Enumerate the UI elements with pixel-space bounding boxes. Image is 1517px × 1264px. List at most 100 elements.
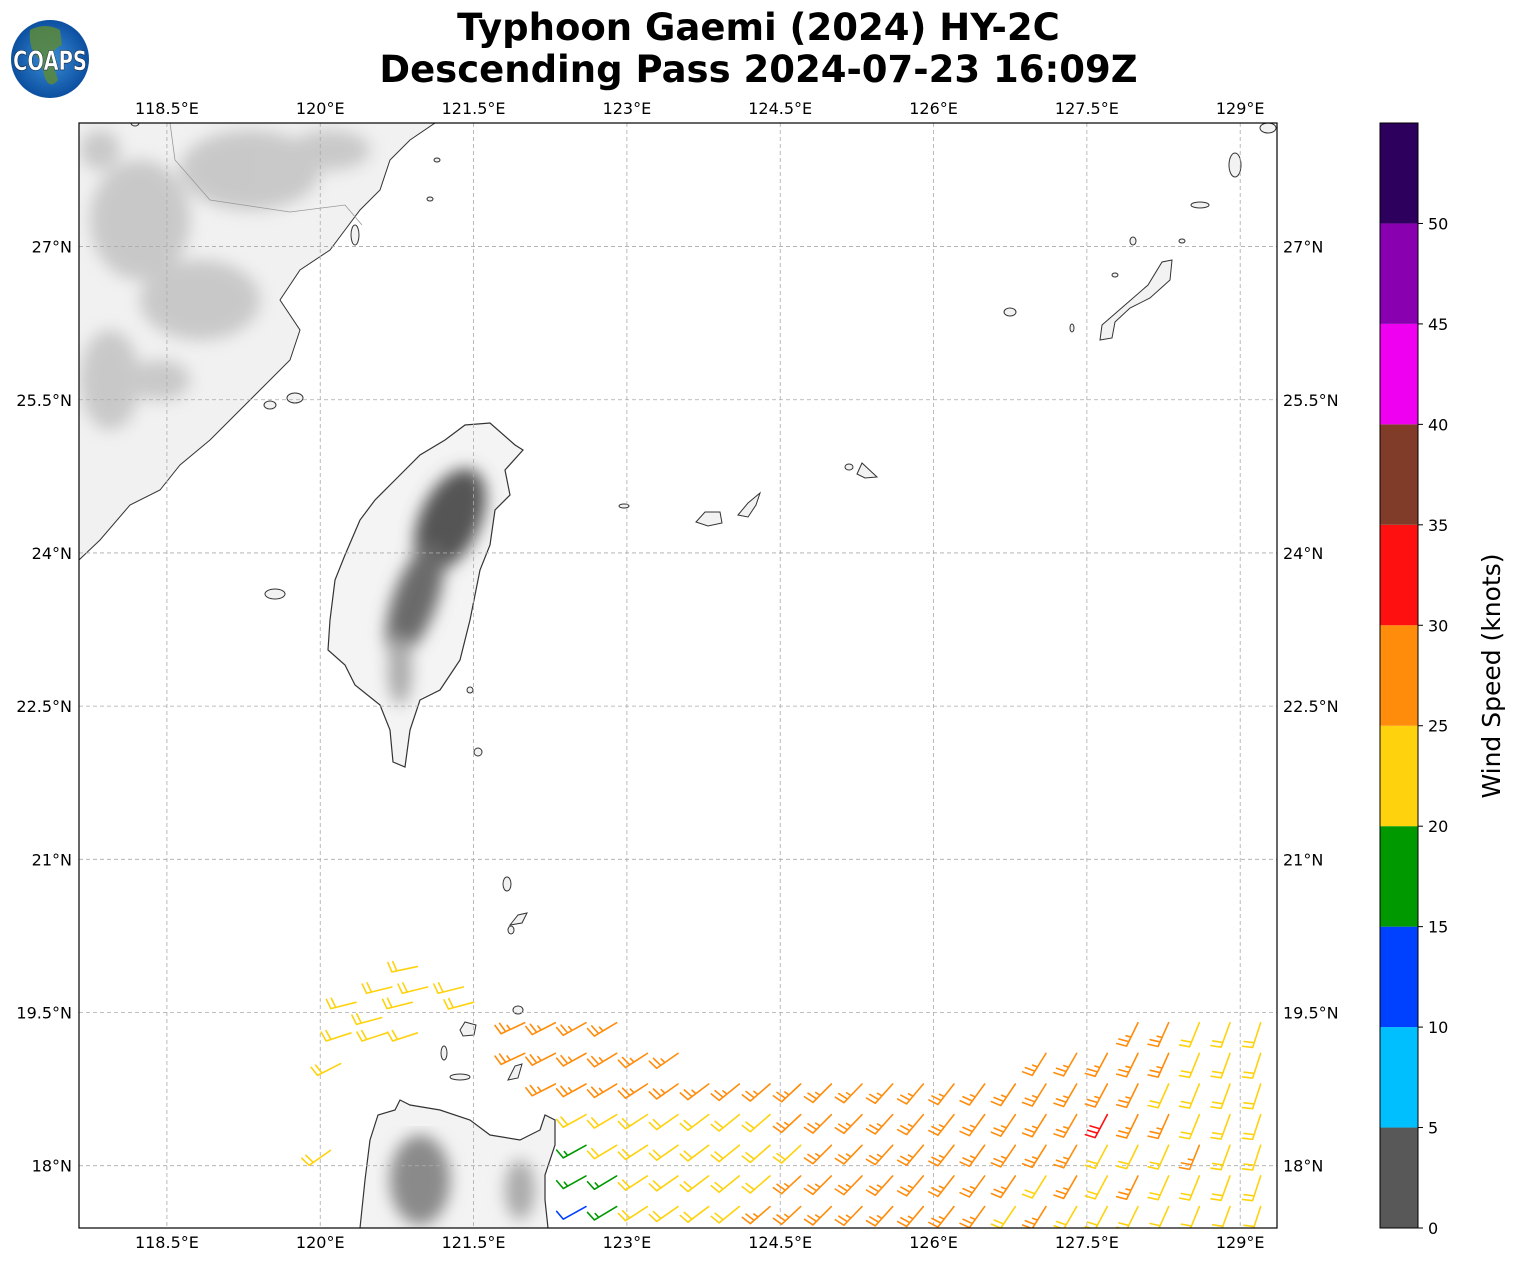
axis-labels: 118.5°E 118.5°E 120°E 120°E 121.5°E 121.5°E 12… [16,99,1338,1252]
wind-barb [710,1144,741,1163]
lon-label-top: 126°E [909,99,958,118]
wind-barb [741,1175,771,1194]
wind-barb [617,1083,649,1099]
wind-barb [959,1113,986,1137]
wind-barb [648,1175,679,1192]
wind-barb [1241,1144,1262,1171]
wind-barb [555,1083,587,1098]
colorbar-tick-label: 10 [1428,1018,1448,1037]
colorbar-tick-label: 35 [1428,516,1448,535]
wind-barb [586,1021,618,1037]
wind-barb [397,982,429,995]
wind-barb [1021,1144,1047,1169]
lon-label-bottom: 123°E [603,1233,652,1252]
lon-label-top: 124.5°E [748,99,812,118]
wind-barb [1084,1113,1109,1139]
wind-barb [432,982,465,995]
wind-barb [679,1083,710,1101]
wind-barb [1115,1021,1139,1047]
wind-barb [990,1113,1017,1137]
lat-label-left: 22.5°N [16,697,72,716]
wind-barb [555,1205,587,1220]
lat-label-right: 27°N [1283,238,1323,257]
wind-barb [959,1083,986,1106]
wind-barb [310,1062,342,1077]
wind-barb [1084,1052,1109,1078]
wind-barb [1084,1205,1109,1228]
wind-barb [990,1144,1017,1168]
wind-barb [928,1083,955,1106]
wind-barb [617,1113,649,1130]
wind-barb [928,1144,955,1167]
lon-label-bottom: 120°E [296,1233,345,1252]
lat-label-right: 22.5°N [1283,697,1339,716]
wind-barb [1021,1205,1047,1228]
wind-barb [320,1029,352,1042]
wind-barb [803,1144,833,1165]
wind-barb [896,1205,925,1228]
wind-barb [896,1083,925,1105]
wind-barb [1178,1052,1201,1079]
wind-barb [555,1113,587,1129]
wind-barb [1210,1175,1231,1202]
wind-barb [1053,1175,1078,1200]
wind-barb [834,1083,863,1104]
colorbar-segment [1380,926,1418,1028]
wind-barb [586,1113,618,1129]
wind-barb [772,1113,802,1134]
coastline-taiwan [327,422,524,768]
wind-barb [648,1052,679,1070]
wind-barb [1053,1144,1078,1169]
wind-barb [1147,1144,1170,1170]
wind-barb [586,1175,618,1191]
wind-barb [1021,1083,1047,1107]
lon-label-bottom: 126°E [909,1233,958,1252]
wind-barb [1147,1021,1170,1048]
wind-barb [586,1083,618,1099]
wind-barb [710,1205,741,1224]
wind-barb [300,1149,332,1167]
wind-barb [959,1205,986,1228]
wind-barb [1084,1175,1109,1200]
wind-barb [386,1029,419,1042]
colorbar-tick-label: 0 [1428,1219,1438,1238]
wind-barb [834,1175,863,1196]
wind-barb [803,1205,833,1226]
wind-barb [865,1144,894,1166]
wind-barb [1021,1175,1047,1199]
colorbar-segment [1380,323,1418,425]
lon-label-bottom: 124.5°E [748,1233,812,1252]
wind-barb [648,1113,679,1131]
coaps-logo: COAPS [11,20,89,98]
wind-barb [325,997,357,1010]
colorbar-segment [1380,223,1418,324]
wind-barb [679,1175,710,1193]
wind-barb [710,1083,741,1102]
wind-barb [679,1205,710,1223]
wind-barb [772,1144,802,1164]
wind-barb [1115,1083,1139,1109]
wind-barb [1115,1175,1139,1201]
coastline-luzon [359,1099,556,1228]
lon-label-bottom: 129°E [1216,1233,1265,1252]
wind-barb [555,1144,587,1159]
wind-barb [803,1113,833,1134]
colorbar-tick-label: 25 [1428,717,1448,736]
wind-barb [772,1083,802,1103]
wind-barb [928,1113,955,1136]
wind-barb [1210,1021,1231,1048]
colorbar-frame [1379,122,1419,1229]
gridlines [79,123,1277,1228]
wind-barb [959,1175,986,1198]
wind-barb [617,1052,649,1069]
wind-barb [617,1144,649,1161]
wind-barb [803,1175,833,1196]
wind-barb [865,1113,894,1135]
wind-barb [990,1083,1017,1107]
wind-barb [351,1013,383,1026]
map-area [79,123,1277,1228]
wind-barb [555,1021,587,1037]
wind-barb [834,1144,863,1165]
wind-barb [772,1205,802,1226]
